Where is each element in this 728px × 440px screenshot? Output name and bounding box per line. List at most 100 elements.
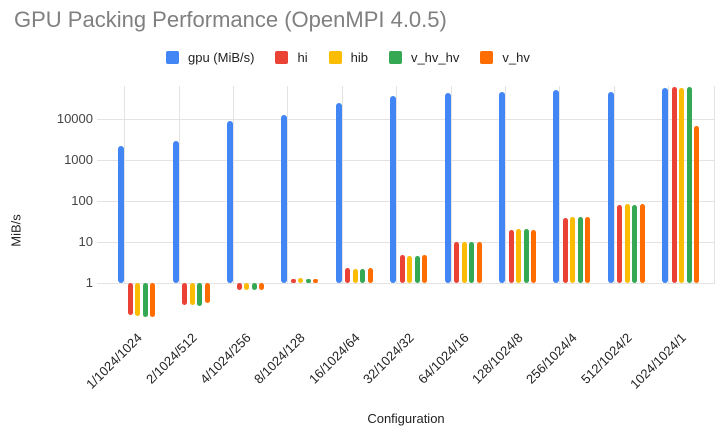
bar-gpu-mib-s-1024/1024/1[interactable] [662, 88, 669, 284]
bar-v-hv-2/1024/512[interactable] [204, 283, 210, 303]
gridline-x-8 [559, 86, 561, 284]
gridline-y-10 [97, 242, 715, 244]
bar-gpu-mib-s-64/1024/16[interactable] [444, 92, 451, 284]
y-axis-title: MiB/s [8, 214, 24, 247]
x-tick-label-32-1024-32: 32/1024/32 [360, 330, 417, 387]
bar-v-hv-hv-1024/1024/1[interactable] [686, 87, 692, 284]
bar-hi-8/1024/128[interactable] [290, 278, 296, 284]
bar-gpu-mib-s-16/1024/64[interactable] [335, 102, 342, 284]
bar-v-hv-hv-32/1024/32[interactable] [414, 255, 420, 284]
bar-hi-512/1024/2[interactable] [617, 205, 623, 284]
bar-gpu-mib-s-32/1024/32[interactable] [390, 96, 397, 284]
gridline-x-0 [124, 86, 126, 284]
gridline-x-1 [178, 86, 180, 284]
bar-v-hv-16/1024/64[interactable] [367, 267, 373, 284]
bar-gpu-mib-s-4/1024/256[interactable] [227, 121, 233, 284]
bar-hi-128/1024/8[interactable] [508, 229, 514, 284]
bar-v-hv-hv-128/1024/8[interactable] [523, 228, 529, 284]
bar-v-hv-4/1024/256[interactable] [259, 283, 264, 290]
legend-item-hi[interactable]: hi [275, 50, 308, 65]
bar-hi-64/1024/16[interactable] [454, 242, 460, 284]
bar-v-hv-256/1024/4[interactable] [585, 217, 591, 284]
y-tick-label-10000: 10000 [56, 110, 93, 126]
legend-item-hib[interactable]: hib [328, 50, 368, 65]
bar-v-hv-hv-256/1024/4[interactable] [577, 216, 583, 284]
legend-label: hi [297, 50, 308, 65]
bar-hi-1/1024/1024[interactable] [127, 283, 133, 315]
legend-swatch-v-hv [480, 51, 494, 64]
x-tick-label-64-1024-16: 64/1024/16 [414, 330, 472, 387]
bar-v-hv-hv-4/1024/256[interactable] [251, 283, 257, 291]
bar-v-hv-hv-2/1024/512[interactable] [197, 283, 203, 307]
x-tick-label-4-1024-256: 4/1024/256 [196, 330, 254, 387]
legend: gpu (MiB/s) hi hib v_hv_hv v_hv [166, 50, 530, 65]
bar-hi-1024/1024/1[interactable] [671, 87, 677, 284]
bar-gpu-mib-s-128/1024/8[interactable] [499, 91, 505, 284]
bar-hib-1024/1024/1[interactable] [679, 87, 685, 284]
bar-hib-16/1024/64[interactable] [352, 269, 358, 284]
gridline-x-6 [450, 86, 452, 284]
gridline-x-2 [233, 86, 234, 284]
legend-swatch-hib [328, 51, 342, 64]
bar-gpu-mib-s-1/1024/1024[interactable] [118, 145, 125, 284]
legend-label: v_hv [502, 50, 530, 65]
bar-hi-256/1024/4[interactable] [562, 218, 568, 284]
legend-label: hib [350, 50, 368, 65]
x-tick-label-128-1024-8: 128/1024/8 [468, 330, 526, 387]
bar-v-hv-128/1024/8[interactable] [531, 229, 536, 284]
gridline-x-right [714, 86, 715, 284]
bar-v-hv-hv-8/1024/128[interactable] [305, 278, 311, 284]
legend-label: v_hv_hv [410, 50, 460, 65]
y-tick-label-100: 100 [71, 192, 93, 208]
gridline-y-1 [97, 283, 715, 285]
bar-v-hv-hv-64/1024/16[interactable] [469, 242, 475, 284]
bar-v-hv-1/1024/1024[interactable] [150, 283, 156, 318]
bar-v-hv-hv-512/1024/2[interactable] [632, 205, 638, 284]
legend-item-gpu-mib-s[interactable]: gpu (MiB/s) [166, 50, 254, 65]
legend-swatch-v-hv-hv [388, 51, 402, 64]
gridline-y-1000 [97, 159, 715, 161]
bar-hib-256/1024/4[interactable] [570, 216, 576, 284]
bar-hib-512/1024/2[interactable] [624, 204, 630, 284]
chart-title: GPU Packing Performance (OpenMPI 4.0.5) [14, 7, 447, 32]
gridline-x-5 [396, 86, 398, 284]
bar-v-hv-32/1024/32[interactable] [422, 254, 428, 284]
gridline-x-3 [287, 86, 289, 284]
bar-hib-128/1024/8[interactable] [516, 228, 521, 284]
bar-gpu-mib-s-8/1024/128[interactable] [281, 114, 288, 284]
bar-hi-4/1024/256[interactable] [236, 283, 242, 291]
x-tick-label-256-1024-4: 256/1024/4 [523, 330, 580, 387]
bar-v-hv-hv-16/1024/64[interactable] [360, 269, 366, 284]
x-tick-label-512-1024-2: 512/1024/2 [577, 330, 635, 387]
bar-hi-16/1024/64[interactable] [345, 268, 351, 284]
bar-hib-64/1024/16[interactable] [461, 242, 467, 284]
bar-gpu-mib-s-256/1024/4[interactable] [553, 90, 560, 284]
y-tick-label-10: 10 [78, 234, 93, 250]
y-tick-label-1: 1 [85, 275, 93, 291]
x-tick-label-16-1024-64: 16/1024/64 [305, 330, 363, 387]
bar-hib-32/1024/32[interactable] [407, 255, 413, 284]
bar-v-hv-8/1024/128[interactable] [313, 279, 319, 284]
bar-hib-2/1024/512[interactable] [189, 283, 195, 306]
bar-hib-1/1024/1024[interactable] [135, 283, 141, 317]
legend-item-v-hv-hv[interactable]: v_hv_hv [388, 50, 460, 65]
bar-v-hv-64/1024/16[interactable] [476, 242, 482, 284]
x-tick-label-8-1024-128: 8/1024/128 [251, 330, 308, 387]
gridline-y-10000 [97, 118, 715, 120]
bar-hi-32/1024/32[interactable] [399, 255, 405, 284]
gridline-y-100 [97, 200, 715, 202]
bar-hib-4/1024/256[interactable] [244, 283, 249, 291]
gridline-x-10 [668, 86, 670, 284]
legend-item-v-hv[interactable]: v_hv [480, 50, 530, 65]
gridline-x-7 [505, 86, 506, 284]
bar-v-hv-512/1024/2[interactable] [639, 204, 645, 284]
bar-hi-2/1024/512[interactable] [182, 283, 188, 305]
bar-v-hv-hv-1/1024/1024[interactable] [142, 283, 148, 318]
bar-v-hv-1024/1024/1[interactable] [694, 126, 700, 284]
bar-gpu-mib-s-2/1024/512[interactable] [172, 141, 179, 284]
bar-gpu-mib-s-512/1024/2[interactable] [607, 91, 614, 284]
gridline-x-4 [341, 86, 343, 284]
x-tick-label-2-1024-512: 2/1024/512 [142, 330, 200, 387]
bar-hib-8/1024/128[interactable] [298, 277, 304, 284]
